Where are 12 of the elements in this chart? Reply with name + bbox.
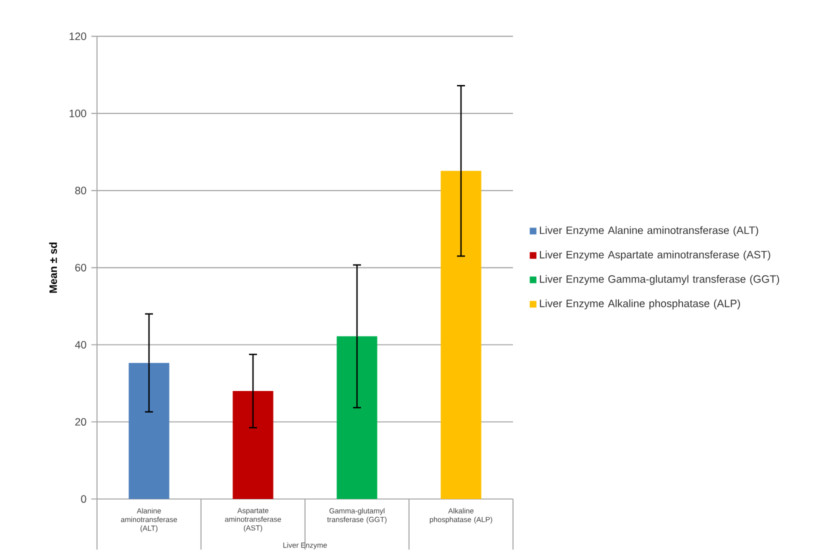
y-tick-label: 80 <box>75 186 86 194</box>
legend-label: Liver Enzyme Gamma-glutamyl transferase (GGT) <box>540 274 780 285</box>
legend-label: Liver Enzyme Alanine aminotransferase (ALT) <box>540 226 758 236</box>
y-tick-label: 0 <box>81 495 86 503</box>
legend-label: Liver Enzyme Alkaline phosphatase (ALP) <box>540 299 740 310</box>
legend-label: Liver Enzyme Aspartate aminotransferase (AST) <box>540 250 770 261</box>
y-tick-label: 60 <box>75 264 86 272</box>
y-tick-label: 40 <box>74 341 86 349</box>
y-axis-title: Mean ± sd <box>49 242 57 293</box>
y-tick-label: 20 <box>75 418 86 426</box>
y-tick-label: 100 <box>70 110 86 118</box>
y-tick-label: 120 <box>70 32 86 40</box>
